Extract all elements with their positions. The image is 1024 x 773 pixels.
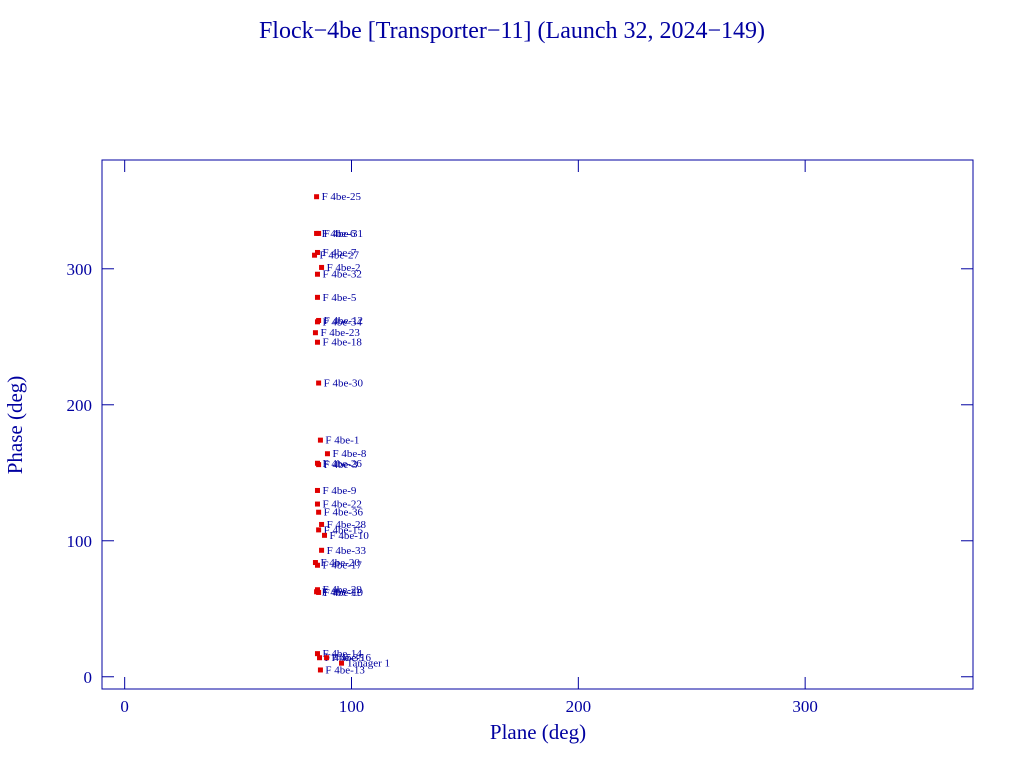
point-label: F 4be-26 [322,458,362,470]
point [317,655,323,661]
x-tick-label: 300 [792,697,818,716]
point-label: F 4be-31 [324,228,363,240]
point-label: F 4be-25 [322,191,362,203]
point [312,330,318,336]
point-label: F 4be-22 [322,499,361,511]
point [314,230,320,236]
point-label: F 4be-29 [322,584,362,596]
point-label: F 4be-17 [322,560,362,572]
point-label: F 4be-15 [324,524,364,536]
point-label: F 4be-30 [324,378,364,390]
point-label: F 4be-5 [322,292,356,304]
point-label: F 4be-28 [327,519,367,531]
point-label: F 4be-12 [324,315,363,327]
point [317,667,323,673]
point-label: F 4be-14 [322,648,362,660]
point [314,271,320,277]
point [314,501,320,507]
point [317,437,323,443]
point-label: F 4be-27 [320,250,360,262]
point [314,294,320,300]
point-label: F 4be-9 [322,485,356,497]
point-label: F 4be-33 [327,545,367,557]
point-label: F 4be-10 [330,530,370,542]
point-label: F 4be-18 [322,337,362,349]
point [339,660,345,666]
point-label: F 4be-35 [325,652,365,664]
point-label: F 4be-34 [322,316,362,328]
y-tick-label: 100 [67,532,93,551]
point [324,451,330,457]
point-label: F 4be-36 [324,507,364,519]
point [314,487,320,493]
y-tick-label: 200 [67,396,93,415]
point [316,462,322,468]
point [314,194,320,200]
x-tick-label: 100 [339,697,365,716]
point-label: F 4be-8 [332,448,366,460]
point [312,560,318,566]
point-label: F 4be-1 [325,435,359,447]
point-label: F 4be-13 [325,664,365,676]
point-label: F 4be-20 [320,557,360,569]
point-label: F 4be-19 [324,587,364,599]
y-axis-label: Phase (deg) [3,376,27,475]
point-label: F 4be-2 [327,262,361,274]
point [314,589,320,595]
point [319,547,325,553]
plot-frame [101,159,974,690]
point [312,252,318,258]
point [314,319,320,325]
point-label: F 4be-32 [322,269,361,281]
point [322,532,328,538]
point [319,264,325,270]
x-axis-label: Plane (deg) [490,720,586,744]
point [314,249,320,255]
point [314,651,320,657]
point-label: F 4be-3 [324,459,358,471]
point-label: F 4be-11 [322,586,361,598]
chart-title: Flock−4be [Transporter−11] (Launch 32, 2… [259,18,765,44]
point [314,339,320,345]
y-tick-label: 0 [84,668,93,687]
point [319,521,325,527]
point-label: F 4be-7 [322,247,356,259]
point-label: F 4be-6 [322,228,356,240]
x-tick-label: 200 [566,697,592,716]
point [324,655,330,661]
y-tick-label: 300 [67,260,93,279]
point [316,527,322,533]
point-label: F 4be-23 [320,327,360,339]
x-tick-label: 0 [120,697,129,716]
point [314,562,320,568]
point-label: Tanager 1 [347,658,391,670]
point [316,509,322,515]
point [316,380,322,386]
